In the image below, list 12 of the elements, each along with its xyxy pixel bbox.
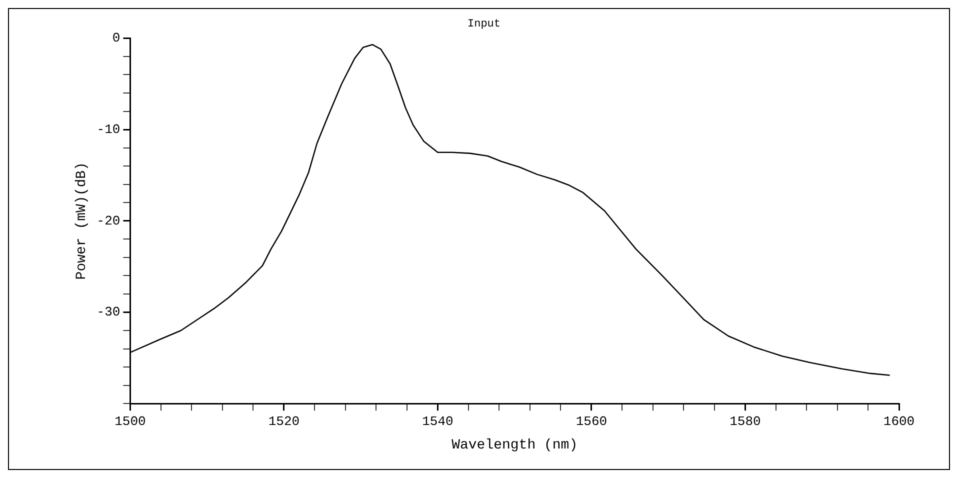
- x-tick-label: 1540: [422, 414, 454, 429]
- x-tick-label: 1580: [730, 414, 761, 429]
- x-tick-label: 1520: [268, 414, 300, 429]
- y-axis-title: Power (mW)(dB): [74, 162, 90, 280]
- x-tick-label: 1600: [883, 414, 915, 429]
- y-tick-label: -30: [96, 304, 120, 320]
- y-tick-label: 0: [112, 30, 120, 46]
- y-tick-label: -10: [96, 122, 120, 137]
- chart-title: Input: [467, 18, 501, 31]
- x-tick-label: 1560: [576, 414, 608, 429]
- y-tick-label: -20: [96, 213, 120, 228]
- x-tick-label: 1500: [114, 414, 146, 429]
